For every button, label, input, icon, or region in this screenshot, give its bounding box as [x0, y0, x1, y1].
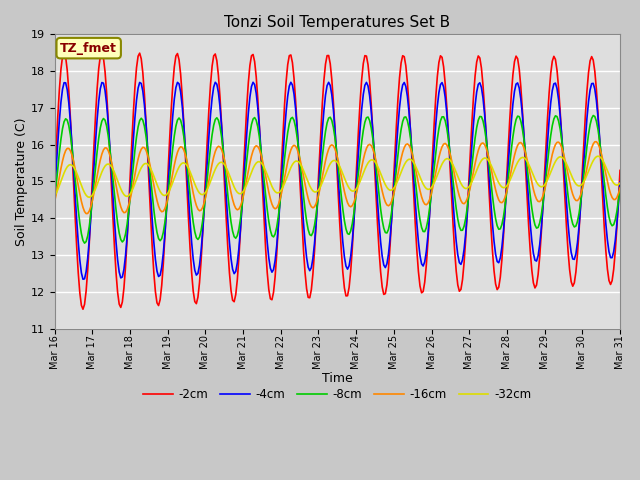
-4cm [51, 192, 58, 197]
-2cm [60, 49, 68, 55]
-16cm [300, 173, 307, 179]
-8cm [586, 122, 594, 128]
-8cm [249, 116, 257, 122]
-2cm [79, 306, 87, 312]
-2cm [588, 54, 595, 60]
-16cm [221, 158, 228, 164]
Text: TZ_fmet: TZ_fmet [60, 42, 117, 55]
-4cm [616, 179, 624, 185]
-8cm [240, 189, 248, 194]
-16cm [83, 211, 90, 216]
-8cm [221, 161, 228, 167]
X-axis label: Time: Time [322, 372, 353, 385]
Title: Tonzi Soil Temperatures Set B: Tonzi Soil Temperatures Set B [224, 15, 451, 30]
-32cm [122, 193, 129, 199]
-32cm [240, 188, 248, 194]
Legend: -2cm, -4cm, -8cm, -16cm, -32cm: -2cm, -4cm, -8cm, -16cm, -32cm [139, 384, 536, 406]
-8cm [616, 185, 624, 191]
-32cm [221, 162, 228, 168]
-8cm [300, 192, 307, 198]
-16cm [240, 192, 248, 198]
-8cm [122, 231, 129, 237]
-16cm [586, 151, 594, 156]
-4cm [221, 170, 228, 176]
-32cm [51, 193, 58, 199]
-2cm [124, 237, 131, 243]
-2cm [241, 132, 249, 138]
-4cm [79, 276, 87, 282]
-32cm [85, 194, 93, 200]
-2cm [301, 270, 309, 276]
-4cm [301, 240, 309, 245]
-16cm [616, 185, 624, 191]
-2cm [51, 179, 58, 184]
-16cm [593, 139, 600, 144]
-4cm [249, 79, 257, 85]
-2cm [616, 168, 624, 173]
-16cm [122, 209, 129, 215]
Y-axis label: Soil Temperature (C): Soil Temperature (C) [15, 117, 28, 246]
-32cm [594, 153, 602, 159]
-8cm [81, 240, 88, 246]
Line: -4cm: -4cm [54, 82, 620, 279]
Line: -32cm: -32cm [54, 156, 620, 197]
-16cm [51, 199, 58, 204]
-16cm [249, 148, 257, 154]
Line: -16cm: -16cm [54, 142, 620, 214]
Line: -2cm: -2cm [54, 52, 620, 309]
-4cm [588, 81, 595, 86]
-32cm [300, 168, 307, 173]
-4cm [251, 82, 259, 87]
-8cm [589, 113, 597, 119]
-32cm [616, 180, 624, 186]
-2cm [251, 59, 259, 64]
Line: -8cm: -8cm [54, 116, 620, 243]
-4cm [240, 179, 248, 185]
-2cm [223, 217, 230, 223]
-8cm [51, 198, 58, 204]
-32cm [586, 165, 594, 170]
-32cm [249, 166, 257, 171]
-4cm [122, 253, 129, 259]
